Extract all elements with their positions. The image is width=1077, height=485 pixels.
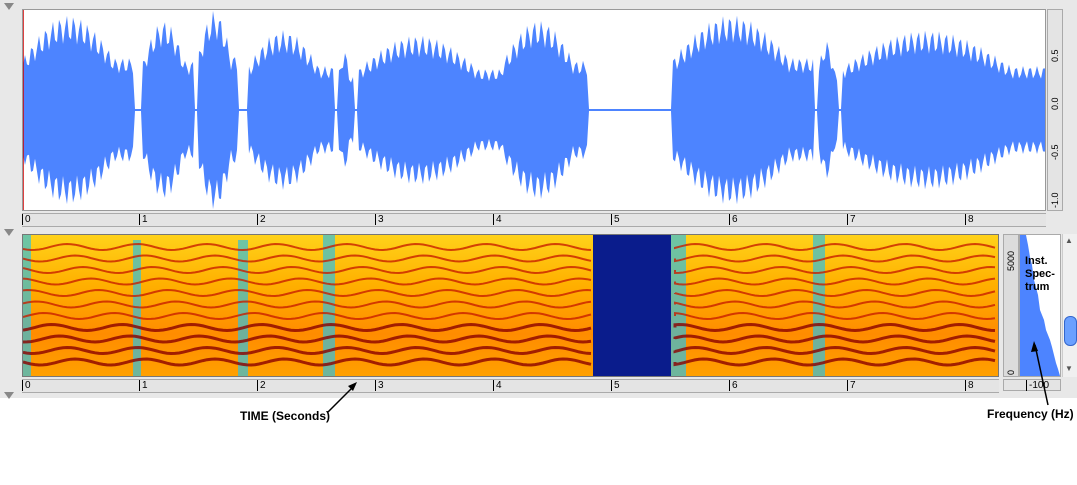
waveform-view[interactable] xyxy=(22,9,1046,211)
spectrogram-patch xyxy=(23,235,31,376)
collapse-triangle-icon[interactable] xyxy=(4,229,14,236)
amplitude-tick-label: 0.0 xyxy=(1050,97,1060,110)
scrollbar-thumb[interactable] xyxy=(1064,316,1077,346)
frequency-axis: 5000 0 xyxy=(1003,234,1019,377)
frequency-annotation: Frequency (Hz) xyxy=(987,407,1074,421)
time-tick: 0 xyxy=(22,380,31,391)
spectrogram-plot xyxy=(23,235,998,376)
spectrogram-harmonic xyxy=(23,288,996,298)
spectrogram-harmonic xyxy=(23,345,996,356)
amplitude-axis: 0.5 0.0 -0.5 -1.0 xyxy=(1047,9,1063,211)
collapse-triangle-icon[interactable] xyxy=(4,392,14,399)
frequency-tick-label: 5000 xyxy=(1006,250,1016,271)
amplitude-tick-label: -1.0 xyxy=(1050,192,1060,208)
time-tick: 8 xyxy=(965,214,974,225)
time-tick: 8 xyxy=(965,380,974,391)
waveform-plot xyxy=(23,10,1045,210)
spectrogram-patch xyxy=(813,235,825,376)
collapse-triangle-icon[interactable] xyxy=(4,3,14,10)
time-tick: 2 xyxy=(257,214,266,225)
scroll-up-icon[interactable]: ▲ xyxy=(1065,236,1073,245)
spectrogram-harmonic xyxy=(23,322,996,333)
amplitude-tick-label: -0.5 xyxy=(1050,144,1060,160)
spectrogram-silence xyxy=(593,235,671,376)
scroll-down-icon[interactable]: ▼ xyxy=(1065,364,1073,373)
db-scale-label: -100 xyxy=(1026,380,1049,391)
time-tick: 0 xyxy=(22,214,31,225)
time-ruler-top[interactable]: 0 1 2 3 4 5 6 7 8 xyxy=(22,213,1046,227)
time-tick: 5 xyxy=(611,214,620,225)
spectrogram-harmonic xyxy=(23,265,996,275)
amplitude-tick-label: 0.5 xyxy=(1050,49,1060,62)
inst-label-line: Inst. xyxy=(1025,255,1048,267)
spectrogram-harmonic xyxy=(23,311,996,321)
spectrogram-patch xyxy=(323,235,335,376)
time-tick: 3 xyxy=(375,214,384,225)
instantaneous-spectrum-label: Inst. Spec- trum xyxy=(1025,255,1055,294)
time-tick: 7 xyxy=(847,380,856,391)
time-tick: 2 xyxy=(257,380,266,391)
spectrogram-harmonic xyxy=(23,300,996,309)
spectrogram-harmonic xyxy=(23,277,996,286)
spectrogram-harmonic xyxy=(23,242,996,252)
time-tick: 7 xyxy=(847,214,856,225)
time-tick: 4 xyxy=(493,214,502,225)
time-tick: 5 xyxy=(611,380,620,391)
time-ruler-bottom[interactable]: 0 1 2 3 4 5 6 7 8 xyxy=(22,379,999,393)
instantaneous-spectrum-panel: Inst. Spec- trum xyxy=(1019,234,1061,377)
time-annotation: TIME (Seconds) xyxy=(240,409,331,423)
time-tick: 1 xyxy=(139,380,148,391)
spectrogram-harmonic xyxy=(23,254,996,263)
inst-label-line: Spec- xyxy=(1025,268,1055,280)
inst-label-line: trum xyxy=(1025,281,1050,293)
time-tick: 1 xyxy=(139,214,148,225)
spectrogram-harmonic xyxy=(23,334,996,344)
instantaneous-spectrum-plot xyxy=(1020,235,1060,376)
time-tick: 3 xyxy=(375,380,384,391)
waveform-shape xyxy=(23,10,1045,210)
spectrogram-patch xyxy=(238,240,248,376)
time-tick: 6 xyxy=(729,214,738,225)
time-tick: 4 xyxy=(493,380,502,391)
vertical-scrollbar[interactable]: ▲ ▼ xyxy=(1062,234,1077,377)
inst-spectrum-db-ruler: -100 xyxy=(1003,379,1061,391)
spectrogram-harmonic xyxy=(23,357,996,367)
time-tick: 6 xyxy=(729,380,738,391)
spectrogram-view[interactable] xyxy=(22,234,999,377)
frequency-tick-label: 0 xyxy=(1006,369,1016,375)
